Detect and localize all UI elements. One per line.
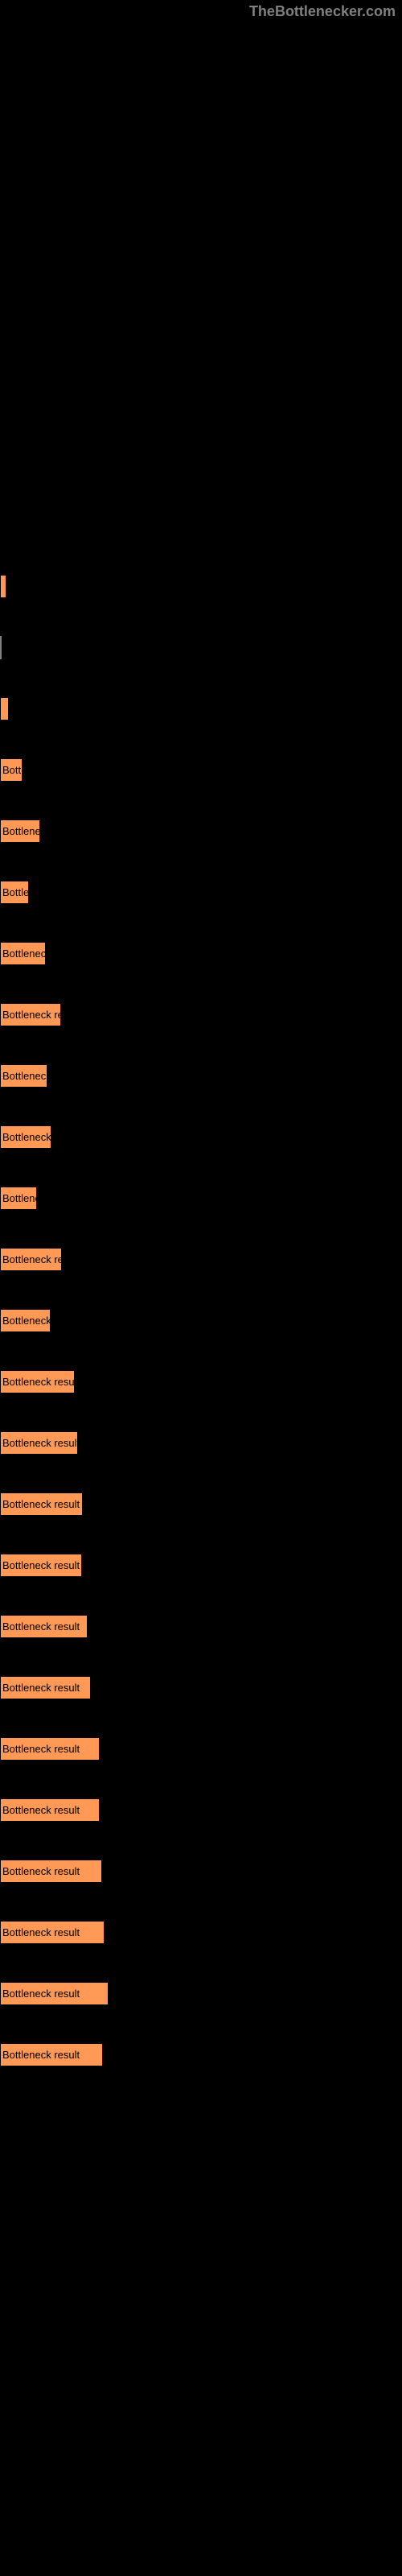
bar-row: Bottleneck resul: [0, 1003, 402, 1026]
bar-row: Bottlenec: [0, 1187, 402, 1210]
bottleneck-bar: Bottleneck result: [0, 1492, 83, 1516]
bottleneck-bar: [0, 575, 6, 598]
bar-row: Bottleneck result: [0, 1798, 402, 1822]
bottleneck-bar: Bottleneck result: [0, 1860, 102, 1883]
bottleneck-bar: Bottleneck result: [0, 1370, 75, 1393]
bottleneck-bar: Bottleneck result: [0, 1676, 91, 1699]
bar-row: Bottleneck result: [0, 1676, 402, 1699]
bottleneck-bar: Bottleneck result: [0, 1921, 105, 1944]
site-header: TheBottlenecker.com: [0, 0, 402, 23]
bar-row: Bottlen: [0, 881, 402, 904]
bottleneck-bar: Bottleneck result: [0, 1431, 78, 1455]
bottleneck-bar: Bottleneck r: [0, 1064, 47, 1088]
bottleneck-bar: Bottleneck resul: [0, 1003, 61, 1026]
bar-row: [0, 575, 402, 598]
bar-row: Bottleneck result: [0, 1737, 402, 1761]
bar-row: Bottleneck result: [0, 1492, 402, 1516]
bottleneck-chart: Bottle Bottleneck Bottlen Bottleneck r Bottl…: [0, 575, 402, 2120]
bar-row: Bottleneck r: [0, 1064, 402, 1088]
bottleneck-bar: Bottleneck result: [0, 1798, 100, 1822]
bottleneck-bar: Bottleneck: [0, 819, 40, 843]
bar-row: Bottleneck re: [0, 1125, 402, 1149]
bar-row: Bottleneck result: [0, 1370, 402, 1393]
bottleneck-bar: Bottleneck result: [0, 1615, 88, 1638]
bottleneck-bar: Bottleneck result: [0, 2043, 103, 2066]
bar-row: Bottleneck result: [0, 1615, 402, 1638]
bottleneck-bar: Bottleneck result: [0, 1737, 100, 1761]
bottleneck-bar: Bottleneck re: [0, 1309, 51, 1332]
bottleneck-bar: Bottleneck re: [0, 1125, 51, 1149]
bottleneck-bar: Bottlen: [0, 881, 29, 904]
bar-row: Bottleneck: [0, 819, 402, 843]
bottleneck-bar: Bottleneck result: [0, 1554, 82, 1577]
bottleneck-bar: Bottleneck resul: [0, 1248, 62, 1271]
bar-row: [0, 697, 402, 720]
bar-row: Bottle: [0, 758, 402, 782]
bar-row: Bottleneck r: [0, 942, 402, 965]
bottleneck-bar: [0, 636, 2, 659]
bar-row: Bottleneck result: [0, 2043, 402, 2066]
bar-row: [0, 636, 402, 659]
bottleneck-bar: Bottlenec: [0, 1187, 37, 1210]
bar-row: Bottleneck result: [0, 1921, 402, 1944]
bar-row: Bottleneck re: [0, 1309, 402, 1332]
bar-row: Bottleneck result: [0, 1982, 402, 2005]
bar-row: Bottleneck resul: [0, 1248, 402, 1271]
bottleneck-bar: Bottleneck result: [0, 1982, 109, 2005]
bar-row: Bottleneck result: [0, 1860, 402, 1883]
bar-row: Bottleneck result: [0, 1431, 402, 1455]
bottleneck-bar: Bottle: [0, 758, 23, 782]
bottleneck-bar: [0, 697, 9, 720]
top-spacer: [0, 23, 402, 575]
bottleneck-bar: Bottleneck r: [0, 942, 46, 965]
bar-row: Bottleneck result: [0, 1554, 402, 1577]
site-name: TheBottlenecker.com: [249, 3, 396, 19]
